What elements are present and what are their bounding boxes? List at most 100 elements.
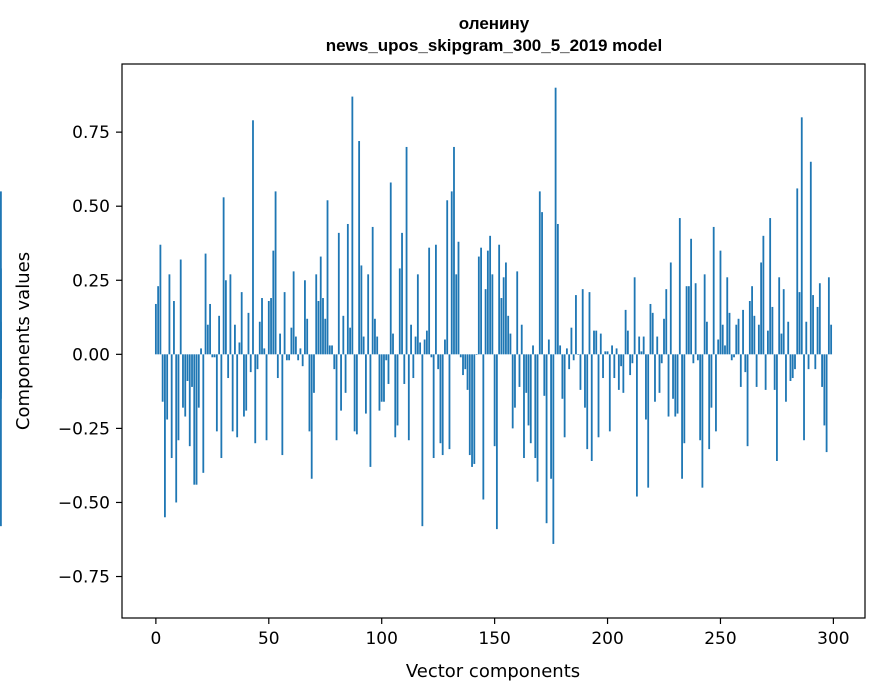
bar (428, 247, 431, 355)
bar (276, 354, 279, 379)
bar (252, 120, 254, 355)
bar (419, 342, 422, 355)
bar (536, 354, 539, 482)
bar (310, 354, 313, 479)
bar (529, 354, 532, 444)
bar (240, 292, 243, 355)
bar (254, 354, 257, 444)
bar (818, 283, 821, 355)
bar (674, 354, 677, 417)
bar (800, 117, 803, 355)
bar (690, 238, 693, 355)
bar (642, 336, 645, 355)
bar (545, 354, 548, 524)
bar (703, 274, 706, 355)
bar (437, 354, 440, 370)
y-tick-label: 0.50 (72, 197, 110, 217)
bar (776, 354, 778, 461)
bar (579, 354, 582, 390)
bar (638, 336, 641, 355)
bar (550, 354, 552, 479)
bar (234, 324, 236, 355)
bar (516, 271, 519, 355)
bar (708, 354, 711, 450)
y-tick-label: −0.50 (58, 493, 110, 513)
bar (757, 324, 760, 355)
bar (367, 274, 370, 355)
bar (518, 354, 521, 387)
bar (444, 339, 446, 355)
bar (541, 212, 543, 355)
bar (538, 191, 541, 355)
bar (593, 330, 595, 355)
bar (450, 191, 453, 355)
bar (493, 354, 496, 447)
bar (789, 354, 792, 381)
bar (285, 354, 288, 361)
bar (263, 348, 266, 355)
bar (647, 354, 650, 488)
bar (317, 301, 320, 355)
bar (495, 354, 498, 530)
bar (744, 354, 747, 373)
bar (502, 277, 505, 355)
bar (423, 339, 426, 355)
bar (448, 354, 451, 450)
bar (480, 247, 482, 355)
bar (315, 274, 318, 355)
bar (640, 351, 643, 355)
bar (349, 327, 351, 355)
bar (805, 321, 808, 355)
bar (590, 354, 593, 461)
bar (715, 354, 717, 432)
bar (724, 345, 726, 355)
bar (617, 354, 620, 390)
x-tick-label: 150 (478, 629, 510, 649)
bar (170, 354, 173, 459)
bar (322, 298, 324, 355)
bar (636, 354, 638, 497)
bar (771, 306, 774, 355)
bar (355, 354, 358, 435)
bar (794, 354, 796, 370)
bar (523, 354, 525, 459)
bar (432, 354, 435, 459)
bar (717, 339, 720, 355)
bar (204, 253, 207, 355)
bar (164, 354, 166, 518)
bar (475, 354, 478, 355)
bar (231, 354, 234, 432)
bar (561, 354, 564, 399)
bar (624, 309, 627, 355)
bar (175, 354, 178, 503)
bar (304, 280, 306, 355)
bar (245, 354, 248, 411)
bar (782, 289, 785, 355)
bar (403, 354, 406, 384)
bar (823, 354, 826, 426)
bar (748, 301, 751, 355)
bar (807, 354, 810, 370)
bar (229, 274, 232, 355)
bar (827, 277, 830, 355)
bar (389, 182, 392, 355)
bar (281, 354, 284, 456)
bar (220, 354, 223, 459)
bar (669, 262, 672, 355)
bar (796, 188, 799, 355)
bar (365, 354, 367, 414)
bar (554, 87, 557, 355)
bar (575, 295, 577, 355)
bar (559, 345, 562, 355)
bar (735, 324, 738, 355)
y-axis-label: Components values (13, 252, 34, 430)
bar (195, 354, 198, 485)
bar (306, 318, 309, 355)
bar (500, 298, 503, 355)
bar (712, 226, 715, 355)
bar (182, 354, 184, 408)
bar (439, 354, 442, 444)
bar (780, 333, 783, 355)
bar (261, 298, 263, 355)
